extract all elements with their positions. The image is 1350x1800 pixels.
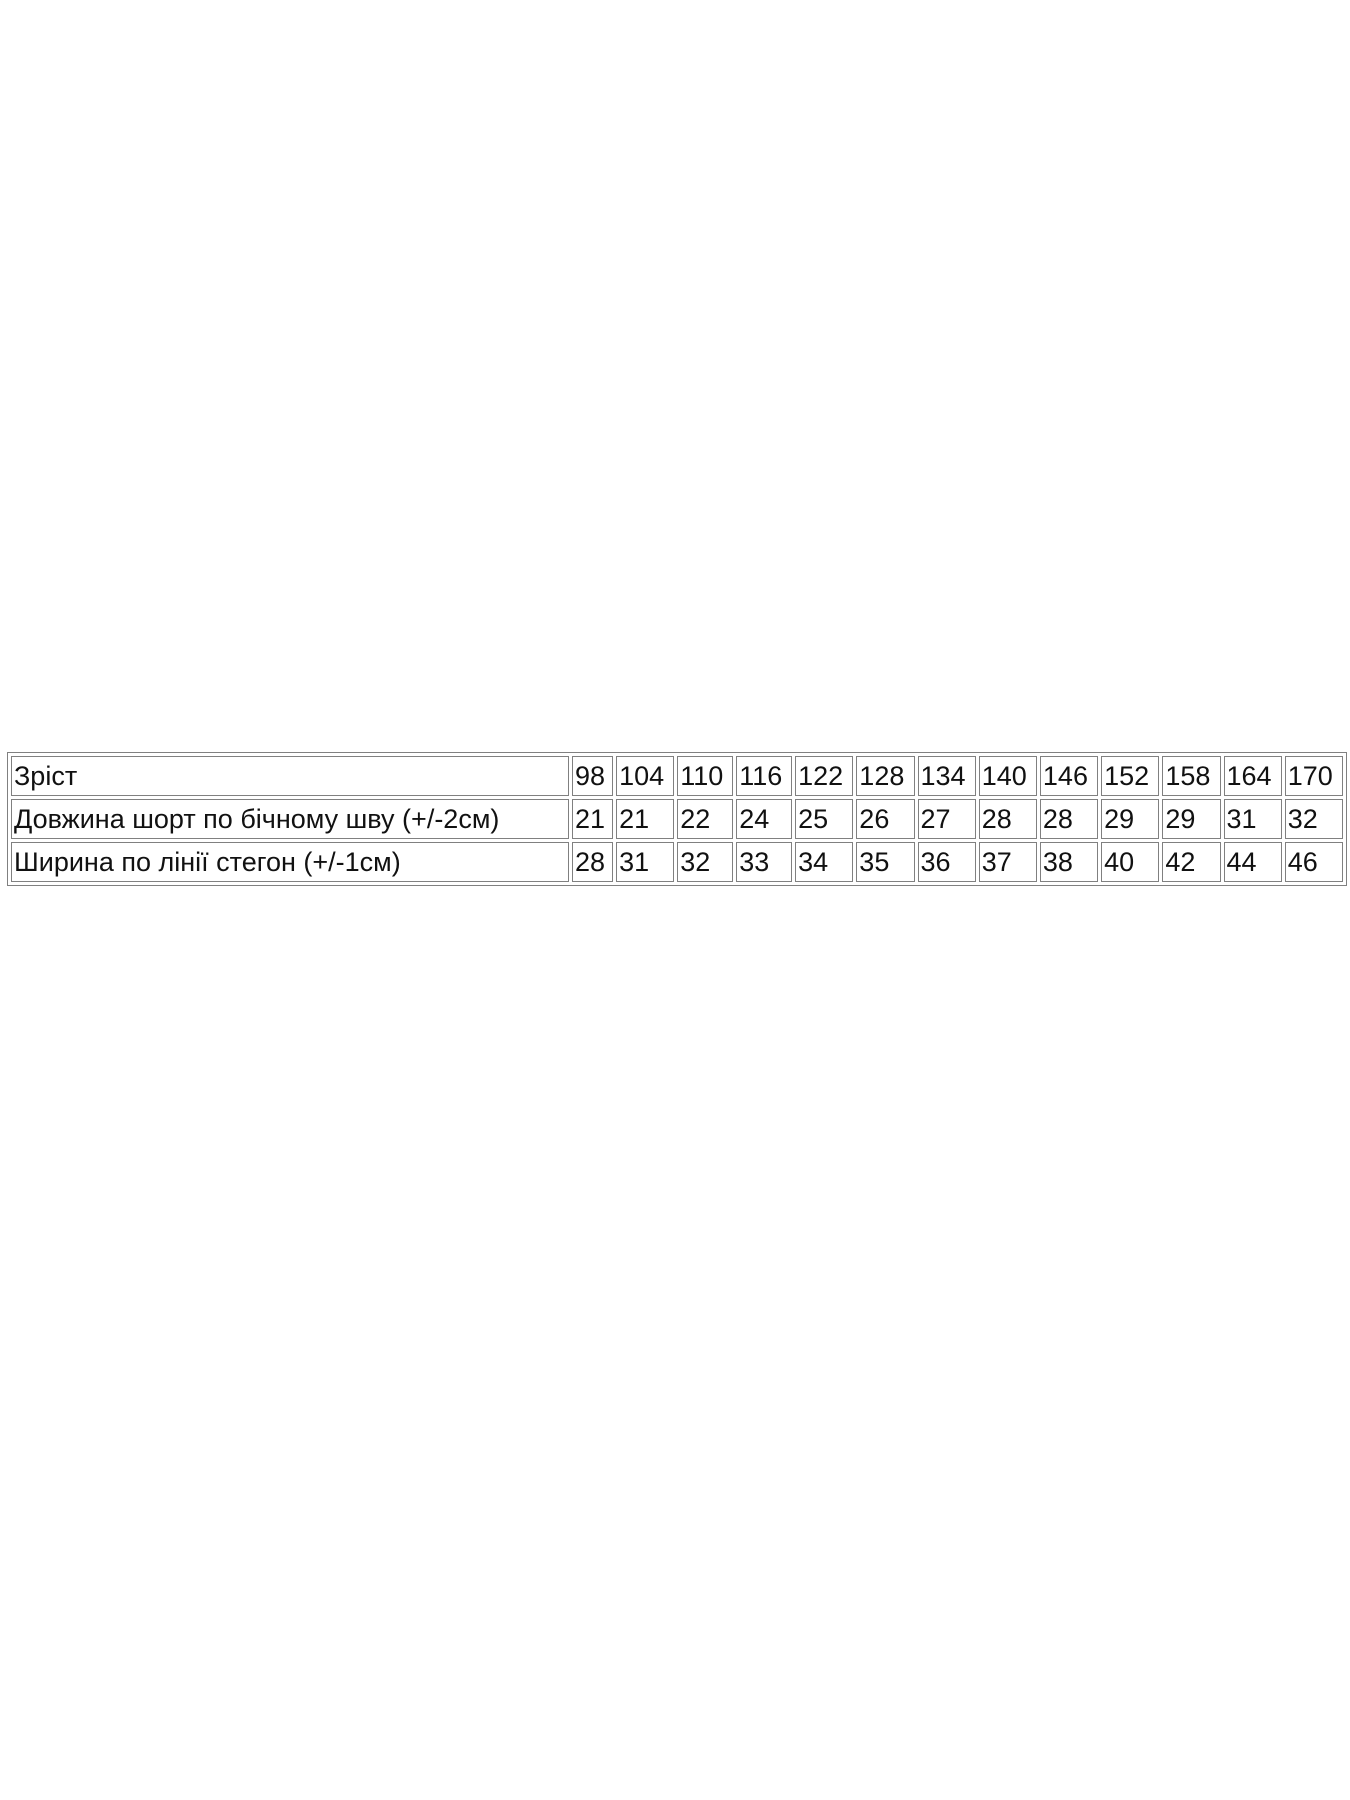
size-cell: 158 <box>1162 756 1221 796</box>
size-cell: 35 <box>856 842 915 882</box>
size-cell: 31 <box>616 842 675 882</box>
size-cell: 146 <box>1039 756 1099 796</box>
size-cell: 36 <box>917 842 976 882</box>
size-cell: 29 <box>1162 799 1221 839</box>
size-cell: 37 <box>978 842 1037 882</box>
table-row: Довжина шорт по бічному шву (+/-2см) 21 21… <box>11 799 1343 839</box>
size-cell: 134 <box>917 756 976 796</box>
size-cell: 25 <box>795 799 854 839</box>
row-label: Ширина по лінії стегон (+/-1см) <box>11 842 569 882</box>
size-cell: 44 <box>1223 842 1282 882</box>
size-cell: 152 <box>1101 756 1160 796</box>
size-cell: 40 <box>1101 842 1160 882</box>
size-cell: 28 <box>1039 799 1099 839</box>
size-cell: 38 <box>1039 842 1099 882</box>
size-table: Зріст 98 104 110 116 122 128 134 140 146 152 158 164… <box>7 752 1347 886</box>
size-cell: 116 <box>736 756 793 796</box>
size-cell: 28 <box>978 799 1037 839</box>
size-cell: 31 <box>1223 799 1282 839</box>
size-cell: 170 <box>1284 756 1343 796</box>
size-cell: 110 <box>677 756 734 796</box>
size-cell: 122 <box>795 756 854 796</box>
size-cell: 32 <box>677 842 734 882</box>
row-label: Довжина шорт по бічному шву (+/-2см) <box>11 799 569 839</box>
size-cell: 21 <box>616 799 675 839</box>
size-cell: 22 <box>677 799 734 839</box>
size-cell: 128 <box>856 756 915 796</box>
size-cell: 24 <box>736 799 793 839</box>
size-cell: 98 <box>572 756 614 796</box>
size-cell: 32 <box>1284 799 1343 839</box>
size-cell: 26 <box>856 799 915 839</box>
size-cell: 42 <box>1162 842 1221 882</box>
size-cell: 28 <box>572 842 614 882</box>
size-cell: 46 <box>1284 842 1343 882</box>
table-row: Зріст 98 104 110 116 122 128 134 140 146 152 158 164… <box>11 756 1343 796</box>
size-cell: 164 <box>1223 756 1282 796</box>
row-label: Зріст <box>11 756 569 796</box>
size-cell: 140 <box>978 756 1037 796</box>
size-cell: 21 <box>572 799 614 839</box>
table-row: Ширина по лінії стегон (+/-1см) 28 31 32 33 3… <box>11 842 1343 882</box>
size-cell: 27 <box>917 799 976 839</box>
size-cell: 33 <box>736 842 793 882</box>
size-cell: 34 <box>795 842 854 882</box>
size-cell: 104 <box>616 756 675 796</box>
size-cell: 29 <box>1101 799 1160 839</box>
